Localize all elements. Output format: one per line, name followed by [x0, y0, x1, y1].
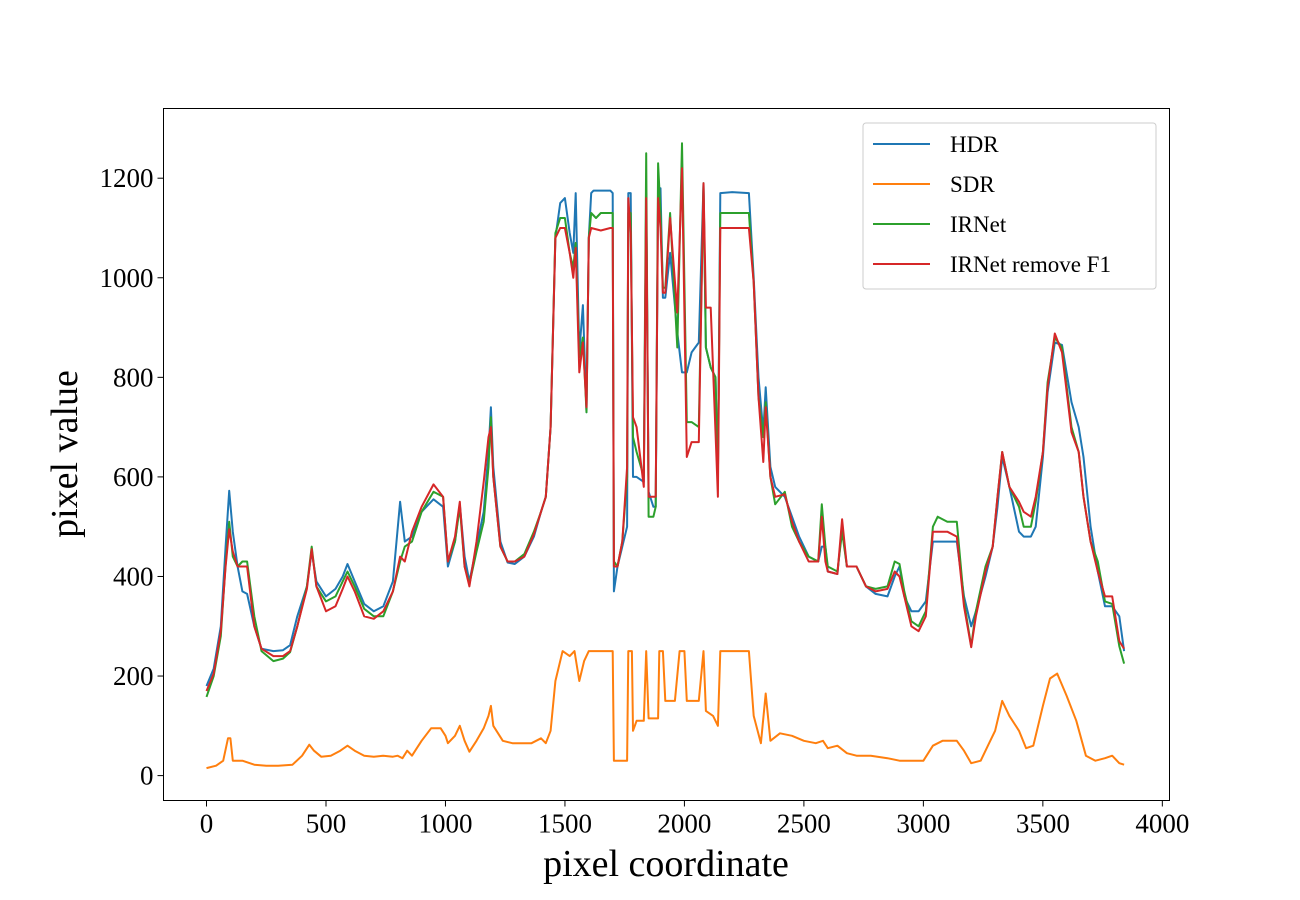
x-tick-label: 500: [306, 809, 347, 839]
legend-label: IRNet remove F1: [950, 252, 1111, 277]
x-tick-label: 3500: [1016, 809, 1070, 839]
x-tick-label: 2500: [777, 809, 831, 839]
x-tick-label: 0: [200, 809, 214, 839]
series-line-irnet-remove-f1: [205, 167, 1125, 692]
legend-label: HDR: [950, 132, 999, 157]
x-tick-label: 4000: [1135, 809, 1189, 839]
x-tick-label: 3000: [896, 809, 950, 839]
legend-label: SDR: [950, 172, 995, 197]
y-tick-label: 800: [113, 362, 154, 392]
x-axis-ticks: 0 500 1000 1500 2000 2500 3000 3500 4000: [200, 800, 1189, 839]
plot-frame: [163, 108, 1170, 801]
y-tick-label: 0: [140, 761, 154, 791]
y-tick-label: 200: [113, 661, 154, 691]
legend-label: IRNet: [950, 212, 1007, 237]
legend: HDR SDR IRNet IRNet remove F1: [862, 122, 1157, 290]
series-line-irnet: [205, 142, 1126, 698]
x-tick-label: 1500: [538, 809, 592, 839]
x-tick-label: 1000: [418, 809, 472, 839]
legend-entries: HDR SDR IRNet IRNet remove F1: [873, 132, 1111, 277]
y-tick-label: 600: [113, 462, 154, 492]
series-line-sdr: [206, 650, 1125, 770]
x-axis-label: pixel coordinate: [543, 843, 789, 885]
legend-box: [862, 122, 1157, 290]
y-axis-ticks: 0 200 400 600 800 1000 1200: [100, 163, 164, 791]
x-tick-label: 2000: [657, 809, 711, 839]
y-tick-label: 1000: [100, 263, 154, 293]
series-layer: [205, 142, 1126, 770]
y-tick-label: 1200: [100, 163, 154, 193]
y-axis-label: pixel value: [44, 370, 86, 538]
y-tick-label: 400: [113, 561, 154, 591]
